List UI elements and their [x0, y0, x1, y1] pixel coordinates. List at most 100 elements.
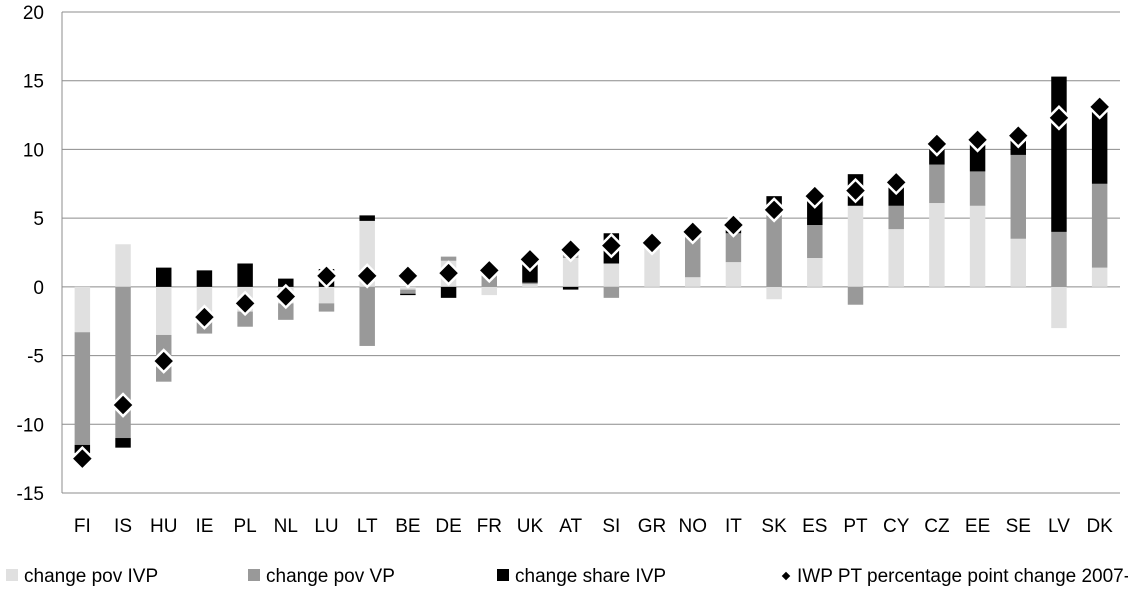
marker-pt — [842, 177, 869, 204]
bar-change-pov-vp-dk — [1091, 183, 1108, 268]
y-tick-label: 0 — [33, 278, 44, 299]
marker-ie — [191, 304, 218, 330]
marker-se — [1005, 122, 1032, 149]
bar-change-pov-vp-es — [807, 225, 823, 258]
bar-change-pov-ivp-es — [807, 257, 823, 287]
x-tick-label: IS — [114, 516, 132, 537]
legend-label: change pov IVP — [24, 566, 158, 587]
bar-change-pov-ivp-dk — [1091, 267, 1108, 287]
bar-change-share-ivp-de — [440, 286, 457, 298]
x-tick-label: SK — [761, 516, 787, 537]
bar-change-pov-vp-de — [440, 256, 457, 261]
bar-change-pov-ivp-cy — [888, 229, 904, 287]
marker-pl — [232, 290, 258, 317]
bar-change-pov-ivp-hu — [155, 286, 172, 335]
bar-change-pov-ivp-no — [684, 277, 701, 287]
y-tick-label: 20 — [23, 3, 44, 24]
x-tick-label: LT — [357, 516, 378, 537]
bar-change-pov-vp-no — [684, 233, 701, 278]
bar-change-share-ivp-is — [115, 438, 131, 448]
y-axis-ticks: 20 15 10 5 0 -5 -10 -15 — [17, 3, 44, 505]
bar-change-share-ivp-be — [400, 293, 416, 296]
x-tick-label: UK — [517, 516, 544, 537]
bar-change-pov-ivp-fi — [74, 286, 91, 333]
bar-change-pov-vp-cy — [888, 205, 904, 230]
bar-change-pov-ivp-uk — [522, 284, 538, 287]
x-tick-label: FR — [477, 516, 502, 537]
bar-change-share-ivp-at — [562, 286, 579, 290]
marker-si — [598, 232, 625, 259]
markers — [69, 94, 1113, 472]
marker-fr — [476, 257, 503, 284]
bar-change-share-ivp-dk — [1091, 108, 1108, 184]
y-tick-label: 5 — [33, 209, 44, 230]
bar-change-pov-ivp-si — [603, 263, 620, 287]
marker-it — [720, 212, 747, 238]
marker-is — [110, 392, 136, 418]
bar-change-pov-ivp-is — [115, 244, 131, 287]
x-tick-label: BE — [395, 516, 420, 537]
bar-change-share-ivp-ie — [196, 270, 213, 287]
x-tick-label: CY — [883, 516, 910, 537]
bar-change-pov-ivp-fr — [481, 286, 498, 296]
bar-change-pov-vp-it — [725, 233, 742, 263]
marker-cy — [883, 169, 909, 196]
bar-change-pov-vp-fi — [74, 332, 91, 445]
x-tick-label: HU — [150, 516, 177, 537]
bar-change-pov-vp-cz — [929, 164, 945, 204]
bar-change-pov-ivp-pt — [847, 205, 864, 287]
x-tick-label: NO — [678, 516, 707, 537]
bar-change-pov-vp-lt — [359, 286, 375, 346]
bar-change-pov-ivp-lv — [1051, 286, 1067, 329]
bar-change-pov-vp-lu — [318, 303, 335, 312]
x-tick-label: SI — [602, 516, 620, 537]
marker-nl — [273, 283, 299, 310]
bar-change-pov-ivp-cz — [929, 203, 945, 287]
y-tick-label: -15 — [17, 484, 44, 505]
marker-fi — [69, 445, 96, 472]
marker-sk — [761, 197, 787, 223]
marker-lu — [313, 263, 340, 289]
x-axis-ticks: FI IS HU IE PL NL LU LT BE DE FR UK AT SI GR NO IT SK ES PT… — [74, 516, 1113, 537]
x-tick-label: GR — [638, 516, 667, 537]
bar-change-pov-ivp-at — [562, 257, 579, 287]
bar-change-pov-ivp-se — [1010, 238, 1027, 287]
x-tick-label: ES — [802, 516, 827, 537]
y-tick-label: 15 — [23, 72, 44, 93]
marker-cz — [924, 131, 950, 157]
marker-no — [679, 219, 706, 245]
y-tick-label: 10 — [23, 140, 44, 161]
bar-change-pov-ivp-sk — [766, 286, 782, 300]
legend: change pov IVP change pov VP change share … — [6, 566, 1128, 587]
bar-change-pov-vp-ee — [969, 171, 986, 206]
bar-change-pov-vp-pt — [847, 286, 864, 305]
marker-uk — [517, 246, 543, 273]
bar-change-pov-vp-se — [1010, 154, 1027, 239]
x-tick-label: NL — [274, 516, 298, 537]
legend-marker-swatch — [780, 570, 792, 582]
marker-es — [802, 183, 828, 209]
marker-hu — [150, 348, 177, 374]
bar-change-pov-ivp-lu — [318, 286, 335, 304]
x-tick-label: PL — [233, 516, 256, 537]
marker-ee — [964, 127, 991, 153]
bar-change-pov-vp-lv — [1051, 231, 1067, 287]
legend-label: change pov VP — [266, 566, 395, 587]
x-tick-label: LU — [314, 516, 338, 537]
bar-change-pov-vp-uk — [522, 282, 538, 285]
x-tick-label: DE — [435, 516, 461, 537]
bar-change-pov-ivp-it — [725, 262, 742, 287]
marker-lt — [354, 263, 380, 289]
legend-label: change share IVP — [515, 566, 666, 587]
legend-swatch-change-pov-vp — [248, 569, 260, 581]
marker-at — [557, 236, 584, 263]
x-tick-label: LV — [1048, 516, 1070, 537]
bar-change-pov-ivp-gr — [644, 241, 660, 287]
marker-dk — [1086, 94, 1113, 120]
marker-lv — [1046, 105, 1072, 131]
bar-change-share-ivp-hu — [155, 267, 172, 287]
bar-change-pov-vp-sk — [766, 211, 782, 287]
marker-be — [395, 263, 421, 289]
x-tick-label: PT — [843, 516, 868, 537]
